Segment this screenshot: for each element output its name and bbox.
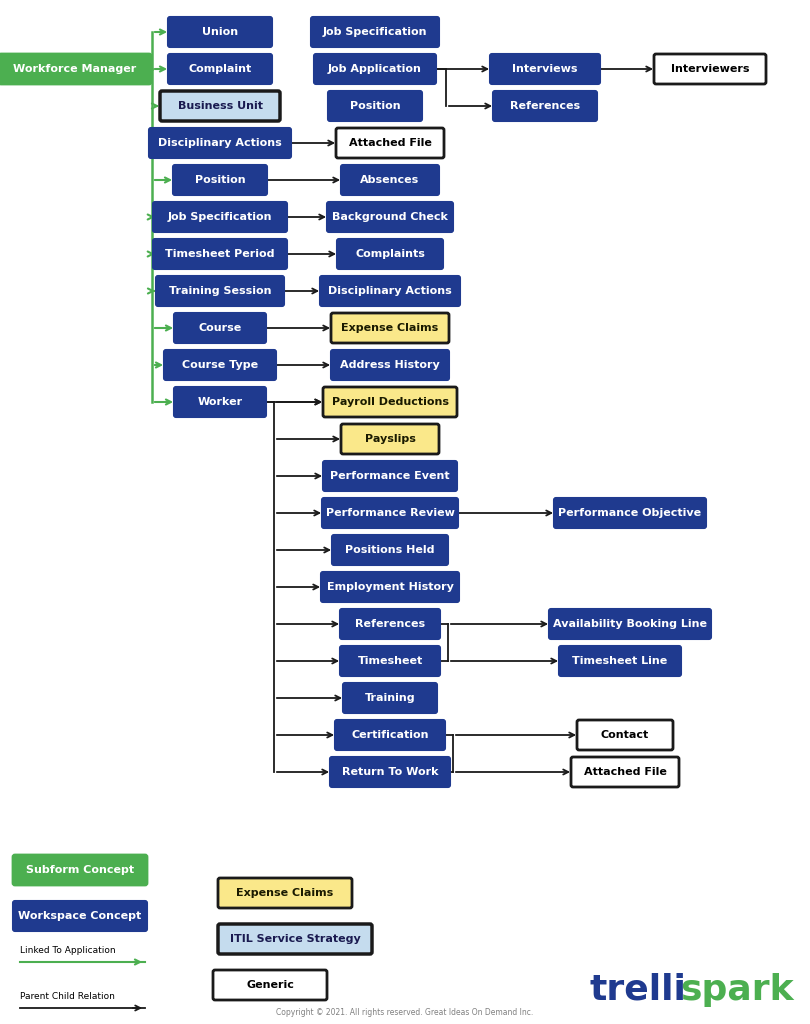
Text: Training Session: Training Session bbox=[168, 286, 271, 296]
FancyBboxPatch shape bbox=[337, 239, 443, 269]
Text: Attached File: Attached File bbox=[348, 138, 432, 148]
Text: Timesheet: Timesheet bbox=[357, 656, 423, 666]
FancyBboxPatch shape bbox=[153, 202, 287, 232]
Text: Job Application: Job Application bbox=[328, 63, 422, 74]
Text: References: References bbox=[355, 618, 425, 629]
Text: Linked To Application: Linked To Application bbox=[20, 946, 116, 955]
FancyBboxPatch shape bbox=[311, 17, 439, 47]
FancyBboxPatch shape bbox=[323, 461, 457, 490]
Text: Copyright © 2021. All rights reserved. Great Ideas On Demand Inc.: Copyright © 2021. All rights reserved. G… bbox=[276, 1008, 534, 1017]
Text: Attached File: Attached File bbox=[583, 767, 667, 777]
Text: Performance Review: Performance Review bbox=[326, 508, 454, 518]
Text: Parent Child Relation: Parent Child Relation bbox=[20, 992, 115, 1001]
FancyBboxPatch shape bbox=[156, 276, 284, 306]
Text: Business Unit: Business Unit bbox=[177, 101, 262, 111]
FancyBboxPatch shape bbox=[13, 901, 147, 931]
Text: Disciplinary Actions: Disciplinary Actions bbox=[328, 286, 452, 296]
FancyBboxPatch shape bbox=[153, 239, 287, 269]
Text: Employment History: Employment History bbox=[326, 582, 454, 592]
FancyBboxPatch shape bbox=[331, 313, 449, 343]
FancyBboxPatch shape bbox=[160, 91, 280, 121]
FancyBboxPatch shape bbox=[490, 54, 600, 84]
FancyBboxPatch shape bbox=[554, 498, 706, 528]
Text: Training: Training bbox=[364, 693, 416, 703]
Text: Payslips: Payslips bbox=[364, 434, 416, 444]
Text: Complaints: Complaints bbox=[355, 249, 425, 259]
Text: Positions Held: Positions Held bbox=[345, 545, 435, 555]
Text: References: References bbox=[510, 101, 580, 111]
Text: Union: Union bbox=[202, 27, 238, 37]
FancyBboxPatch shape bbox=[327, 202, 453, 232]
FancyBboxPatch shape bbox=[168, 17, 272, 47]
FancyBboxPatch shape bbox=[218, 878, 352, 908]
FancyBboxPatch shape bbox=[341, 424, 439, 454]
Text: Interviews: Interviews bbox=[512, 63, 578, 74]
FancyBboxPatch shape bbox=[174, 387, 266, 417]
Text: Absences: Absences bbox=[360, 175, 420, 185]
FancyBboxPatch shape bbox=[174, 313, 266, 343]
Text: Availability Booking Line: Availability Booking Line bbox=[553, 618, 707, 629]
FancyBboxPatch shape bbox=[213, 970, 327, 1000]
FancyBboxPatch shape bbox=[335, 720, 445, 750]
Text: Position: Position bbox=[350, 101, 400, 111]
Text: Timesheet Period: Timesheet Period bbox=[165, 249, 275, 259]
FancyBboxPatch shape bbox=[328, 91, 422, 121]
Text: Complaint: Complaint bbox=[189, 63, 252, 74]
FancyBboxPatch shape bbox=[0, 54, 151, 84]
Text: Subform Concept: Subform Concept bbox=[26, 865, 134, 874]
Text: Course Type: Course Type bbox=[182, 360, 258, 370]
FancyBboxPatch shape bbox=[549, 609, 711, 639]
Text: Workspace Concept: Workspace Concept bbox=[19, 911, 142, 921]
FancyBboxPatch shape bbox=[320, 276, 460, 306]
Text: Expense Claims: Expense Claims bbox=[237, 888, 334, 898]
Text: Background Check: Background Check bbox=[332, 212, 448, 222]
FancyBboxPatch shape bbox=[340, 646, 440, 676]
Text: Workforce Manager: Workforce Manager bbox=[14, 63, 137, 74]
FancyBboxPatch shape bbox=[571, 757, 679, 787]
FancyBboxPatch shape bbox=[13, 855, 147, 885]
Text: Generic: Generic bbox=[246, 980, 294, 990]
FancyBboxPatch shape bbox=[336, 128, 444, 158]
Text: Certification: Certification bbox=[352, 730, 428, 740]
FancyBboxPatch shape bbox=[164, 350, 276, 380]
Text: ITIL Service Strategy: ITIL Service Strategy bbox=[229, 934, 360, 944]
FancyBboxPatch shape bbox=[323, 387, 457, 417]
FancyBboxPatch shape bbox=[218, 924, 372, 954]
Text: Job Specification: Job Specification bbox=[168, 212, 272, 222]
FancyBboxPatch shape bbox=[340, 609, 440, 639]
Text: Disciplinary Actions: Disciplinary Actions bbox=[158, 138, 282, 148]
FancyBboxPatch shape bbox=[330, 757, 450, 787]
Text: Timesheet Line: Timesheet Line bbox=[573, 656, 667, 666]
FancyBboxPatch shape bbox=[331, 350, 449, 380]
Text: Worker: Worker bbox=[198, 397, 242, 407]
FancyBboxPatch shape bbox=[559, 646, 681, 676]
Text: Job Specification: Job Specification bbox=[322, 27, 427, 37]
Text: Expense Claims: Expense Claims bbox=[341, 323, 439, 333]
Text: Payroll Deductions: Payroll Deductions bbox=[331, 397, 449, 407]
Text: Performance Objective: Performance Objective bbox=[558, 508, 701, 518]
FancyBboxPatch shape bbox=[332, 535, 448, 565]
Text: Performance Event: Performance Event bbox=[330, 471, 450, 481]
Text: Return To Work: Return To Work bbox=[342, 767, 438, 777]
Text: trelli: trelli bbox=[590, 973, 687, 1007]
Text: spark: spark bbox=[680, 973, 794, 1007]
Text: Contact: Contact bbox=[601, 730, 649, 740]
Text: Interviewers: Interviewers bbox=[671, 63, 749, 74]
FancyBboxPatch shape bbox=[321, 572, 459, 602]
Text: Position: Position bbox=[194, 175, 245, 185]
Text: Course: Course bbox=[198, 323, 241, 333]
FancyBboxPatch shape bbox=[168, 54, 272, 84]
FancyBboxPatch shape bbox=[149, 128, 291, 158]
FancyBboxPatch shape bbox=[322, 498, 458, 528]
FancyBboxPatch shape bbox=[314, 54, 436, 84]
FancyBboxPatch shape bbox=[341, 165, 439, 195]
FancyBboxPatch shape bbox=[173, 165, 267, 195]
FancyBboxPatch shape bbox=[654, 54, 766, 84]
FancyBboxPatch shape bbox=[343, 683, 437, 713]
FancyBboxPatch shape bbox=[577, 720, 673, 750]
Text: Address History: Address History bbox=[340, 360, 440, 370]
FancyBboxPatch shape bbox=[493, 91, 597, 121]
